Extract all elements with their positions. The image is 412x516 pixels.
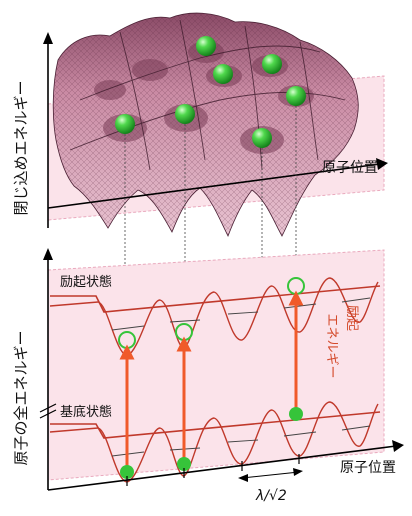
ground-level-line	[50, 411, 381, 439]
excited-potential-curve	[49, 277, 379, 357]
excited-level-line	[50, 285, 381, 313]
atom-sphere-icon	[286, 86, 306, 106]
period-indicator	[238, 468, 303, 482]
lower-x-axis-arrow-icon	[392, 440, 404, 452]
ground-state-dot-icon	[177, 457, 191, 471]
lower-x-label: 原子位置	[340, 460, 396, 476]
atom-sphere-icon	[115, 114, 135, 134]
period-label: λ/√2	[255, 488, 287, 504]
atom-sphere-icon	[213, 64, 233, 84]
atom-sphere-icon	[262, 54, 282, 74]
excitation-energy-label-1: 励起	[344, 305, 359, 331]
atom-sphere-icon	[252, 128, 272, 148]
upper-y-axis-arrow-icon	[43, 32, 53, 44]
surface-atoms	[115, 36, 306, 148]
lower-y-axis-arrow-icon	[43, 248, 53, 260]
excitation-energy-label-2: エネルギー	[324, 313, 339, 378]
ground-state-dot-icon	[289, 407, 303, 421]
upper-x-axis-arrow-icon	[376, 158, 388, 170]
upper-panel: 原子位置 閉じ込めエネルギー	[12, 12, 388, 237]
lower-y-label: 原子の全エネルギー	[12, 330, 30, 465]
atom-sphere-icon	[175, 104, 195, 124]
upper-x-axis	[47, 163, 381, 209]
atom-sphere-icon	[196, 36, 216, 56]
excited-state-label: 励起状態	[60, 274, 112, 290]
axis-break-icon	[39, 403, 57, 419]
upper-y-label: 閉じ込めエネルギー	[12, 80, 30, 215]
lower-panel: 励起状態 基底状態 励起 エネルギー 原子位置 λ/√2 原子の全エネルギー	[12, 248, 404, 504]
lower-x-axis	[47, 445, 397, 491]
upper-x-label: 原子位置	[322, 160, 378, 176]
ground-state-dot-icon	[120, 465, 134, 479]
ground-state-label: 基底状態	[60, 404, 112, 420]
